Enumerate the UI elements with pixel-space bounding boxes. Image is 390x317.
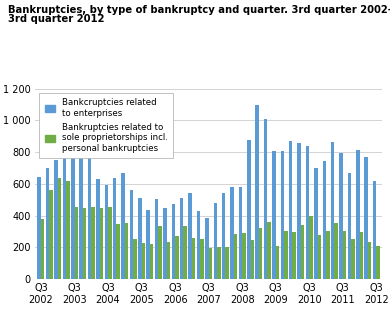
Bar — [205, 218, 209, 279]
Bar — [197, 211, 200, 279]
Bar — [192, 238, 195, 279]
Bar — [74, 207, 78, 279]
Bar — [309, 216, 313, 279]
Bar — [368, 242, 371, 279]
Bar — [37, 177, 41, 279]
Bar — [289, 141, 292, 279]
Bar — [83, 208, 87, 279]
Bar — [175, 236, 179, 279]
Bar — [234, 234, 238, 279]
Bar — [150, 244, 154, 279]
Bar — [373, 181, 376, 279]
Bar — [247, 140, 250, 279]
Bar — [108, 207, 112, 279]
Bar — [306, 146, 309, 279]
Bar — [351, 239, 355, 279]
Bar — [133, 238, 137, 279]
Bar — [46, 168, 50, 279]
Bar — [188, 193, 192, 279]
Bar — [272, 151, 276, 279]
Text: 3rd quarter 2012: 3rd quarter 2012 — [8, 14, 104, 24]
Bar — [259, 228, 262, 279]
Bar — [146, 210, 150, 279]
Bar — [209, 248, 212, 279]
Bar — [121, 173, 125, 279]
Bar — [117, 224, 120, 279]
Bar — [225, 247, 229, 279]
Bar — [105, 184, 108, 279]
Bar — [242, 233, 246, 279]
Bar — [163, 208, 167, 279]
Bar — [71, 158, 74, 279]
Bar — [138, 198, 142, 279]
Bar — [360, 232, 363, 279]
Text: Bankruptcies, by type of bankruptcy and quarter. 3rd quarter 2002-: Bankruptcies, by type of bankruptcy and … — [8, 5, 390, 15]
Bar — [80, 158, 83, 279]
Bar — [113, 178, 117, 279]
Bar — [88, 158, 91, 279]
Bar — [58, 178, 61, 279]
Bar — [217, 247, 221, 279]
Bar — [222, 192, 225, 279]
Bar — [155, 199, 158, 279]
Bar — [334, 223, 338, 279]
Bar — [250, 240, 254, 279]
Bar — [66, 181, 70, 279]
Bar — [100, 209, 103, 279]
Bar — [142, 243, 145, 279]
Bar — [376, 246, 380, 279]
Bar — [96, 179, 100, 279]
Bar — [239, 187, 242, 279]
Legend: Bankcruptcies related
to enterprises, Bankruptcies related to
sole proprietorshi: Bankcruptcies related to enterprises, Ba… — [39, 93, 173, 158]
Bar — [63, 156, 66, 279]
Bar — [91, 207, 95, 279]
Bar — [276, 247, 279, 279]
Bar — [284, 231, 288, 279]
Bar — [125, 223, 128, 279]
Bar — [213, 203, 217, 279]
Bar — [314, 168, 317, 279]
Bar — [326, 231, 330, 279]
Bar — [167, 242, 170, 279]
Bar — [292, 232, 296, 279]
Bar — [347, 173, 351, 279]
Bar — [267, 222, 271, 279]
Bar — [230, 187, 234, 279]
Bar — [172, 204, 175, 279]
Bar — [356, 150, 360, 279]
Bar — [339, 153, 343, 279]
Bar — [158, 226, 162, 279]
Bar — [129, 190, 133, 279]
Bar — [301, 225, 305, 279]
Bar — [200, 238, 204, 279]
Bar — [343, 231, 346, 279]
Bar — [50, 190, 53, 279]
Bar — [54, 160, 58, 279]
Bar — [184, 226, 187, 279]
Bar — [323, 161, 326, 279]
Bar — [264, 119, 267, 279]
Bar — [317, 235, 321, 279]
Bar — [331, 142, 334, 279]
Bar — [297, 143, 301, 279]
Bar — [41, 219, 44, 279]
Bar — [180, 198, 184, 279]
Bar — [280, 152, 284, 279]
Bar — [364, 157, 368, 279]
Bar — [255, 105, 259, 279]
